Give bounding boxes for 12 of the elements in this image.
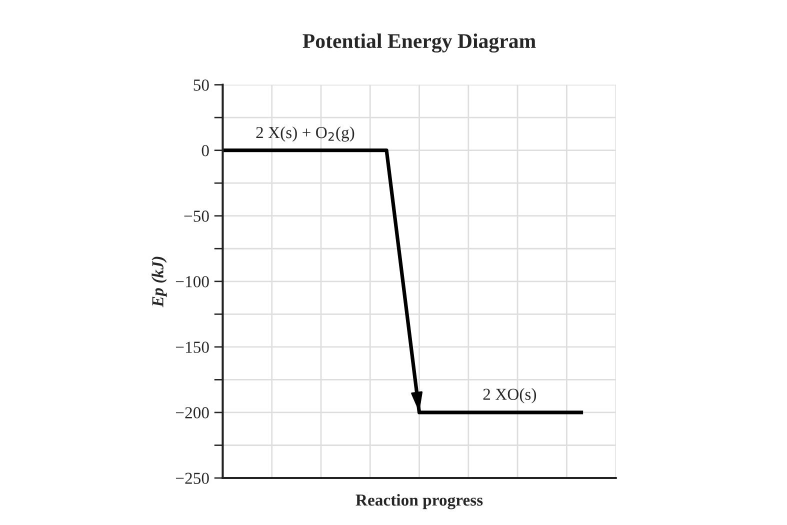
y-tick-label: −200 — [176, 407, 209, 418]
y-tick-label: −100 — [176, 276, 209, 288]
y-tick-label: 50 — [194, 79, 209, 91]
y-tick-label: −250 — [176, 472, 209, 484]
annotation: 2 XO(s) — [483, 388, 536, 404]
x-axis-title: Reaction progress — [356, 494, 483, 510]
y-tick-label: −50 — [184, 210, 209, 222]
annotation: 2 X(s) + O$_{2}$(g) — [256, 126, 354, 142]
y-tick-label: 0 — [202, 145, 209, 156]
y-tick-label: −150 — [176, 342, 209, 353]
y-axis-title: Ep (kJ) — [152, 256, 167, 308]
chart-title: Potential Energy Diagram — [302, 33, 536, 53]
